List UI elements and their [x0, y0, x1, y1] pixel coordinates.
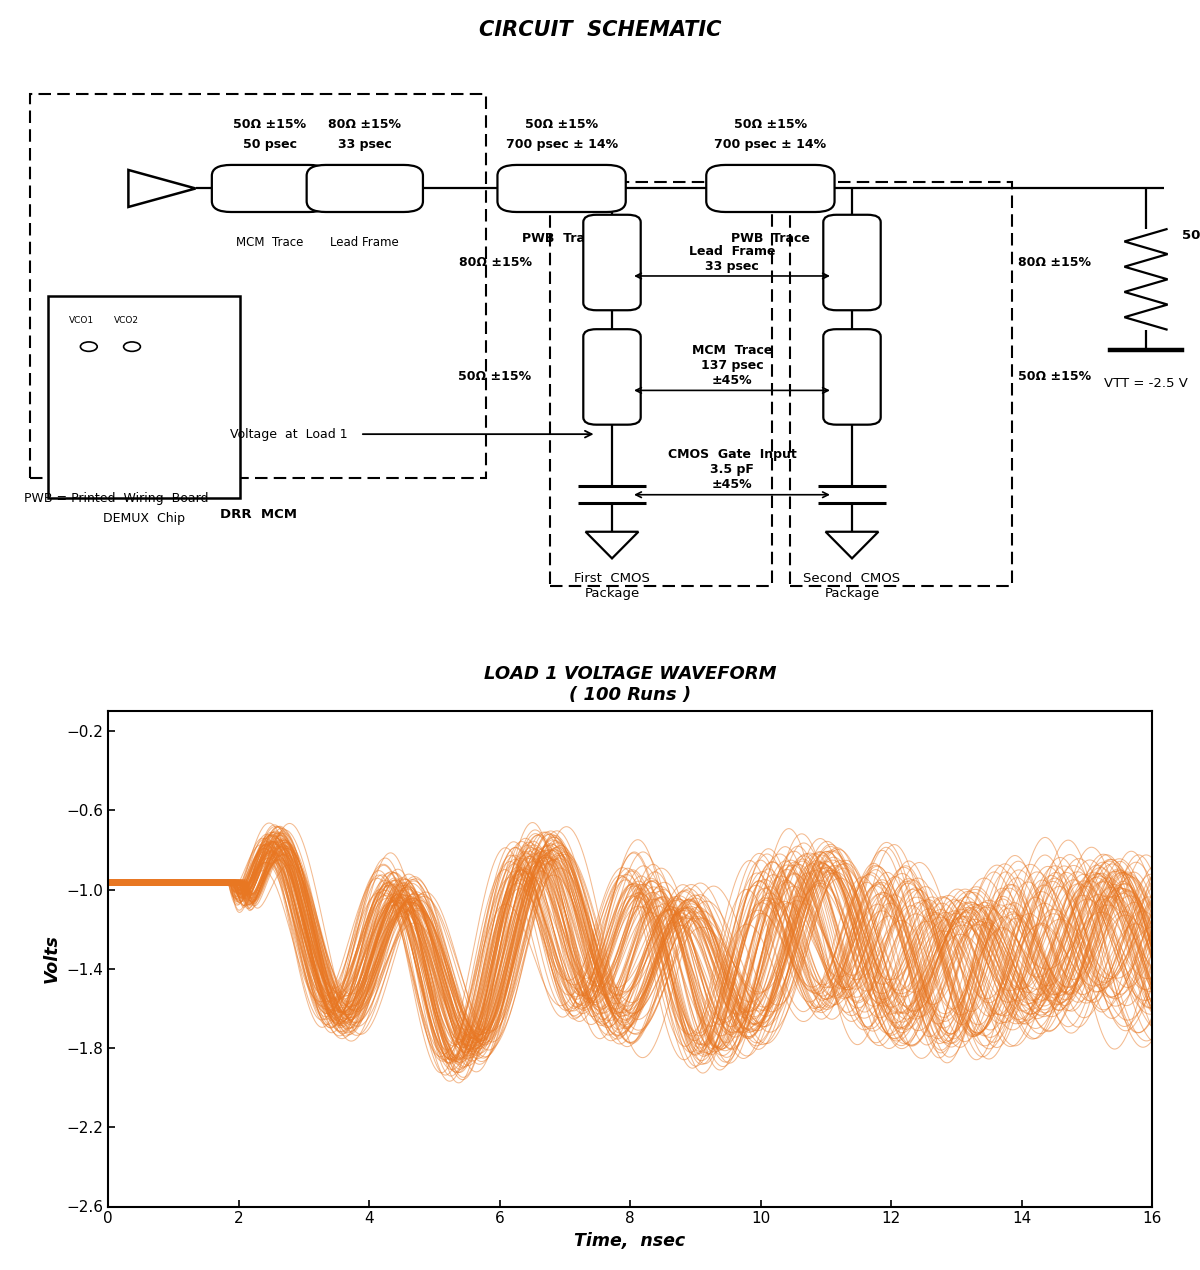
- X-axis label: Time,  nsec: Time, nsec: [575, 1232, 685, 1250]
- Text: DEMUX  Chip: DEMUX Chip: [103, 512, 185, 525]
- Text: PWB  Trace: PWB Trace: [731, 232, 810, 245]
- Text: 700 psec ± 14%: 700 psec ± 14%: [505, 138, 618, 151]
- Text: 50Ω ±15%: 50Ω ±15%: [234, 118, 306, 131]
- FancyBboxPatch shape: [707, 165, 834, 212]
- Text: 80Ω ±15%: 80Ω ±15%: [1018, 257, 1091, 269]
- Text: PWB = Printed  Wiring  Board: PWB = Printed Wiring Board: [24, 491, 209, 504]
- Text: VCO2: VCO2: [114, 316, 138, 325]
- Text: First  CMOS
Package: First CMOS Package: [574, 572, 650, 601]
- Text: VCO1: VCO1: [70, 316, 94, 325]
- Text: 50Ω ±15%: 50Ω ±15%: [1018, 371, 1091, 384]
- Text: 50Ω: 50Ω: [1182, 229, 1200, 243]
- Text: 700 psec ± 14%: 700 psec ± 14%: [714, 138, 827, 151]
- Bar: [48, 296, 240, 498]
- Text: MCM  Trace
137 psec
±45%: MCM Trace 137 psec ±45%: [692, 344, 772, 387]
- Text: 33 psec: 33 psec: [338, 138, 391, 151]
- Text: 50Ω ±15%: 50Ω ±15%: [526, 118, 598, 131]
- FancyBboxPatch shape: [212, 165, 328, 212]
- Text: 80Ω ±15%: 80Ω ±15%: [458, 257, 532, 269]
- FancyBboxPatch shape: [307, 165, 422, 212]
- Text: Voltage  at  Load 1: Voltage at Load 1: [230, 428, 348, 441]
- Text: Second  CMOS
Package: Second CMOS Package: [804, 572, 900, 601]
- FancyBboxPatch shape: [583, 329, 641, 424]
- Text: 50Ω ±15%: 50Ω ±15%: [734, 118, 806, 131]
- Text: VTT = -2.5 V: VTT = -2.5 V: [1104, 377, 1188, 390]
- Text: CMOS  Gate  Input
3.5 pF
±45%: CMOS Gate Input 3.5 pF ±45%: [667, 448, 797, 491]
- Y-axis label: Volts: Volts: [42, 935, 60, 983]
- Text: Lead Frame: Lead Frame: [330, 236, 400, 249]
- Text: 50 psec: 50 psec: [242, 138, 298, 151]
- Text: 50Ω ±15%: 50Ω ±15%: [458, 371, 532, 384]
- Text: PWB  Trace: PWB Trace: [522, 232, 601, 245]
- FancyBboxPatch shape: [823, 215, 881, 310]
- FancyBboxPatch shape: [583, 215, 641, 310]
- FancyBboxPatch shape: [823, 329, 881, 424]
- Title: LOAD 1 VOLTAGE WAVEFORM
( 100 Runs ): LOAD 1 VOLTAGE WAVEFORM ( 100 Runs ): [484, 665, 776, 704]
- Text: DRR  MCM: DRR MCM: [220, 508, 296, 521]
- Text: CIRCUIT  SCHEMATIC: CIRCUIT SCHEMATIC: [479, 20, 721, 41]
- FancyBboxPatch shape: [498, 165, 625, 212]
- Text: Lead  Frame
33 psec: Lead Frame 33 psec: [689, 245, 775, 273]
- Text: 80Ω ±15%: 80Ω ±15%: [329, 118, 401, 131]
- Text: MCM  Trace: MCM Trace: [236, 236, 304, 249]
